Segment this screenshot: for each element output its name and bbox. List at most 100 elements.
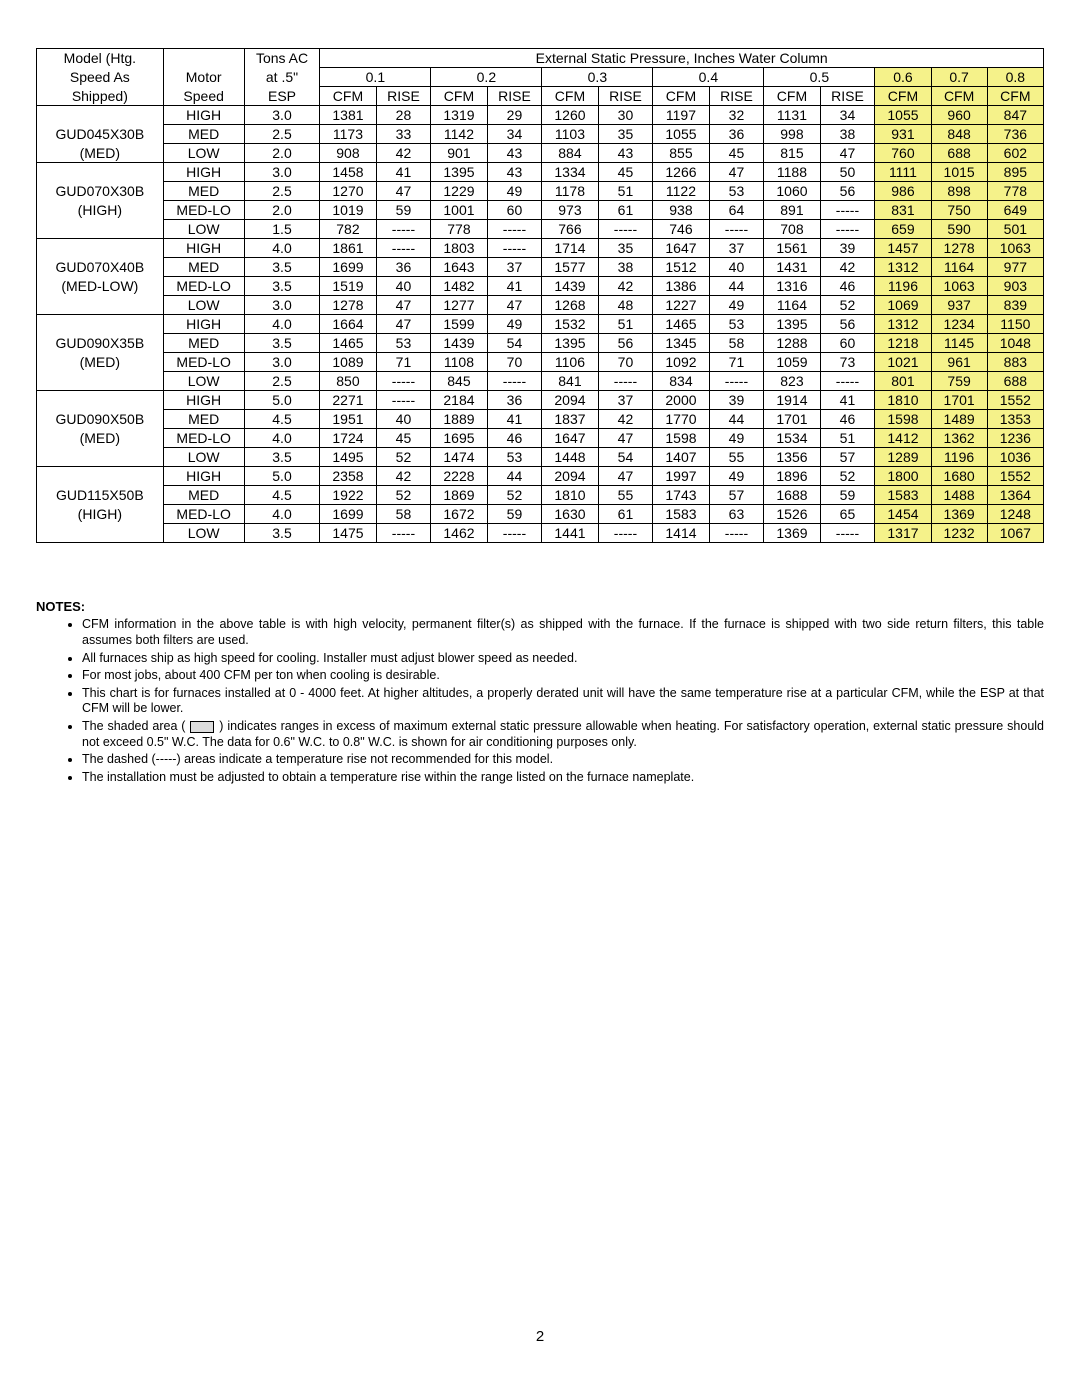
data-cell: 30 [598, 106, 653, 125]
hdr-motor2: Speed [163, 87, 244, 106]
data-cell: 750 [931, 201, 987, 220]
data-cell: 53 [376, 334, 431, 353]
data-cell: 45 [598, 163, 653, 182]
notes-list: CFM information in the above table is wi… [36, 617, 1044, 785]
tons-ac: 2.5 [244, 182, 320, 201]
data-cell: 57 [820, 448, 875, 467]
motor-speed: HIGH [163, 315, 244, 334]
model-cell: (MED) [37, 353, 164, 372]
data-cell: 708 [764, 220, 820, 239]
data-cell: 1583 [653, 505, 709, 524]
data-cell: 831 [875, 201, 931, 220]
data-cell: 1232 [931, 524, 987, 543]
data-cell: 36 [709, 125, 764, 144]
data-cell: 1680 [931, 467, 987, 486]
data-cell: 41 [376, 163, 431, 182]
data-cell: 1092 [653, 353, 709, 372]
data-cell: 42 [376, 467, 431, 486]
data-cell: 1583 [875, 486, 931, 505]
data-cell: 1454 [875, 505, 931, 524]
data-cell: ----- [820, 372, 875, 391]
data-cell: 1837 [542, 410, 598, 429]
tons-ac: 4.0 [244, 239, 320, 258]
data-cell: 1465 [653, 315, 709, 334]
data-cell: 1448 [542, 448, 598, 467]
hdr-model3: Shipped) [37, 87, 164, 106]
tons-ac: 3.5 [244, 258, 320, 277]
model-cell: GUD090X35B [37, 334, 164, 353]
data-cell: 778 [987, 182, 1043, 201]
data-cell: 1743 [653, 486, 709, 505]
data-cell: 1270 [320, 182, 376, 201]
data-cell: 1896 [764, 467, 820, 486]
model-cell [37, 391, 164, 410]
data-cell: 52 [487, 486, 542, 505]
data-cell: 1122 [653, 182, 709, 201]
data-cell: 1312 [875, 258, 931, 277]
hdr-esp-0: 0.1 [320, 68, 431, 87]
tons-ac: 5.0 [244, 467, 320, 486]
data-cell: 40 [376, 410, 431, 429]
data-cell: 55 [709, 448, 764, 467]
data-cell: 43 [598, 144, 653, 163]
data-cell: 41 [487, 410, 542, 429]
data-cell: 898 [931, 182, 987, 201]
model-cell: GUD070X40B [37, 258, 164, 277]
data-cell: ----- [709, 220, 764, 239]
motor-speed: LOW [163, 448, 244, 467]
data-cell: 41 [820, 391, 875, 410]
tons-ac: 2.5 [244, 125, 320, 144]
data-cell: 51 [598, 182, 653, 201]
data-cell: ----- [820, 220, 875, 239]
data-cell: 41 [487, 277, 542, 296]
data-cell: 32 [709, 106, 764, 125]
data-cell: 1260 [542, 106, 598, 125]
data-cell: 52 [376, 448, 431, 467]
data-cell: 43 [487, 144, 542, 163]
data-cell: 1475 [320, 524, 376, 543]
data-cell: 1386 [653, 277, 709, 296]
data-cell: 28 [376, 106, 431, 125]
data-cell: ----- [598, 372, 653, 391]
data-cell: 57 [709, 486, 764, 505]
data-cell: 1395 [542, 334, 598, 353]
data-cell: 2000 [653, 391, 709, 410]
hdr-tons3: ESP [244, 87, 320, 106]
data-cell: 50 [820, 163, 875, 182]
data-cell: 49 [709, 296, 764, 315]
data-cell: 47 [487, 296, 542, 315]
tons-ac: 4.5 [244, 486, 320, 505]
data-cell: 42 [598, 410, 653, 429]
data-cell: 901 [431, 144, 487, 163]
motor-speed: HIGH [163, 391, 244, 410]
data-cell: 73 [820, 353, 875, 372]
data-cell: 1647 [542, 429, 598, 448]
data-cell: 1229 [431, 182, 487, 201]
data-cell: 1532 [542, 315, 598, 334]
data-cell: 891 [764, 201, 820, 220]
motor-speed: LOW [163, 220, 244, 239]
data-cell: 1316 [764, 277, 820, 296]
hdr-motor1: Motor [163, 68, 244, 87]
data-cell: 47 [709, 163, 764, 182]
data-cell: 1561 [764, 239, 820, 258]
model-cell: (HIGH) [37, 201, 164, 220]
data-cell: 977 [987, 258, 1043, 277]
data-cell: 1598 [875, 410, 931, 429]
data-cell: 37 [487, 258, 542, 277]
data-cell: 1914 [764, 391, 820, 410]
data-cell: 47 [376, 182, 431, 201]
tons-ac: 3.5 [244, 524, 320, 543]
data-cell: 64 [709, 201, 764, 220]
data-cell: 39 [709, 391, 764, 410]
data-cell: 1474 [431, 448, 487, 467]
data-cell: 1458 [320, 163, 376, 182]
data-cell: 1345 [653, 334, 709, 353]
data-cell: 56 [820, 315, 875, 334]
tons-ac: 3.0 [244, 353, 320, 372]
data-cell: 855 [653, 144, 709, 163]
data-cell: 895 [987, 163, 1043, 182]
data-cell: 1643 [431, 258, 487, 277]
data-cell: 1465 [320, 334, 376, 353]
data-cell: 1356 [764, 448, 820, 467]
